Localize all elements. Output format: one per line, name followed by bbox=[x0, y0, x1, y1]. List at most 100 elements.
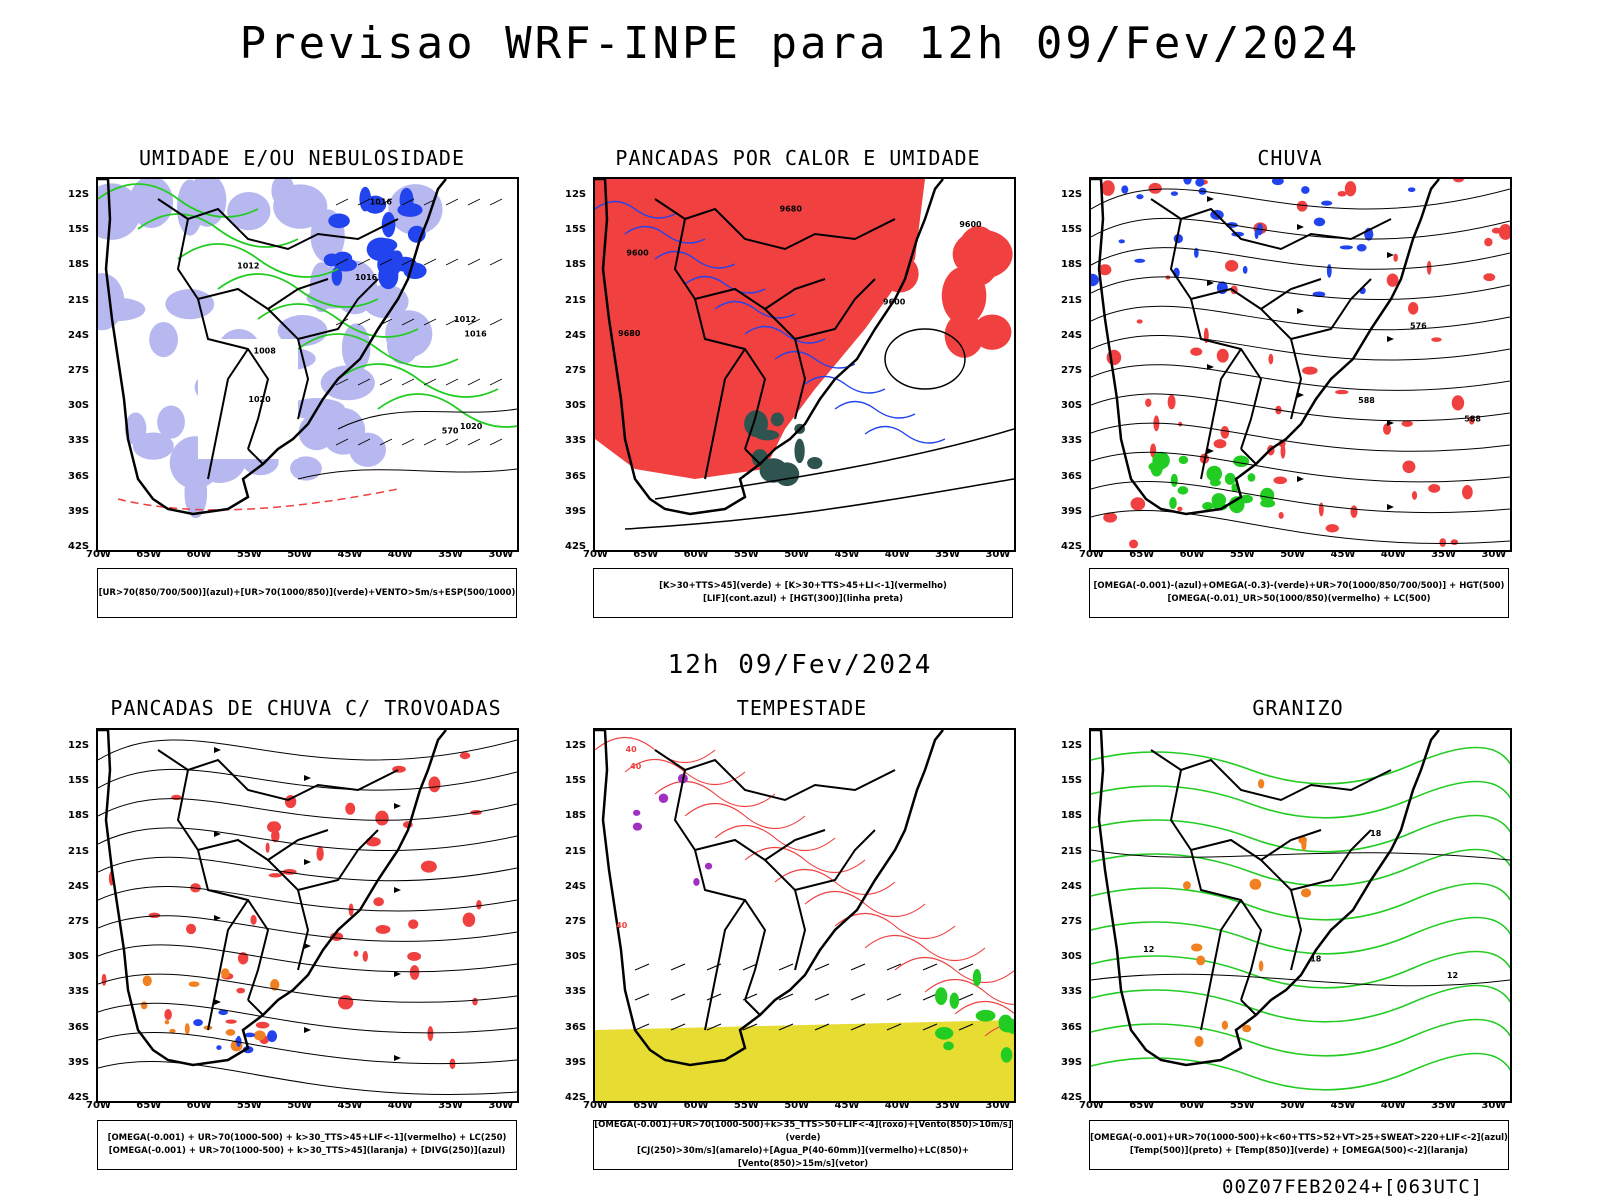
rain-area bbox=[1350, 505, 1358, 518]
wind-vector bbox=[489, 258, 503, 266]
thunderstorm-area bbox=[428, 776, 441, 793]
country-border bbox=[1290, 829, 1372, 891]
wind-vector bbox=[423, 378, 437, 386]
thunderstorm-area bbox=[225, 1019, 237, 1024]
panel-title-trovoadas: PANCADAS DE CHUVA C/ TROVOADAS bbox=[110, 696, 502, 720]
map-trovoadas[interactable] bbox=[96, 728, 519, 1103]
wind-vector bbox=[423, 438, 437, 446]
country-border bbox=[207, 899, 249, 1031]
wind-vector bbox=[778, 963, 794, 971]
contour-label: 588 bbox=[1464, 414, 1481, 423]
precipitable-water-contour bbox=[894, 957, 1014, 983]
contour-label: 588 bbox=[1358, 396, 1375, 405]
lat-tick-label: 21S bbox=[1061, 294, 1083, 306]
wind-vector bbox=[489, 378, 503, 386]
map-umidade[interactable]: 1012 1012 1016 1016 1008 1020 1020 1016 570 bbox=[96, 177, 519, 552]
streamline bbox=[98, 739, 517, 761]
lat-tick-label: 33S bbox=[68, 986, 90, 998]
map-granizo[interactable]: 18 18 12 12 bbox=[1089, 728, 1512, 1103]
precipitable-water-contour bbox=[744, 847, 866, 873]
map-chuva[interactable]: 588 588 576 bbox=[1089, 177, 1512, 552]
temperature-850-contour bbox=[1091, 984, 1510, 1023]
rain-area bbox=[1148, 182, 1162, 194]
lat-tick-label: 39S bbox=[1061, 505, 1083, 517]
streamline-arrow bbox=[1387, 252, 1394, 258]
rain-omega-area bbox=[1301, 186, 1310, 194]
streamline bbox=[98, 856, 517, 882]
wind-vector bbox=[634, 1023, 650, 1031]
wind-850-area bbox=[975, 1009, 996, 1022]
streamline-arrow bbox=[304, 1027, 311, 1033]
lat-tick-label: 42S bbox=[68, 541, 90, 552]
country-border bbox=[1240, 999, 1257, 1016]
wind-850-area bbox=[949, 992, 960, 1009]
lon-tick-label: 35W bbox=[935, 1100, 961, 1111]
streamline-arrow bbox=[394, 1055, 401, 1061]
rain-omega-area bbox=[1134, 258, 1146, 263]
thunderstorm-area bbox=[265, 842, 270, 853]
rain-area bbox=[1318, 502, 1324, 517]
shower-area bbox=[253, 1030, 266, 1041]
omega-500-area bbox=[1196, 955, 1206, 966]
severe-storm-area bbox=[658, 793, 669, 804]
wind-850-area bbox=[935, 987, 948, 1006]
country-border bbox=[267, 308, 310, 420]
pressure-isobar bbox=[297, 468, 517, 480]
lifted-index-contour bbox=[864, 425, 946, 444]
country-border bbox=[1190, 298, 1263, 450]
thunderstorm-area bbox=[348, 903, 354, 917]
legend-umidade: [UR>70(850/700/500)](azul)+[UR>70(1000/8… bbox=[97, 568, 517, 618]
country-border bbox=[247, 448, 264, 465]
rain-area bbox=[1103, 512, 1118, 523]
lat-tick-label: 42S bbox=[1061, 1092, 1083, 1103]
humidity-lower-contour bbox=[377, 393, 517, 428]
wind-vector bbox=[423, 258, 437, 266]
streamline bbox=[98, 885, 517, 912]
lat-tick-label: 27S bbox=[68, 365, 90, 376]
country-border bbox=[267, 859, 310, 971]
lon-tick-label: 50W bbox=[287, 549, 313, 560]
thunderstorm-area bbox=[266, 821, 282, 833]
rain-area bbox=[1220, 426, 1230, 439]
wind-vector bbox=[445, 438, 459, 446]
rain-omega-area bbox=[1170, 191, 1179, 196]
wind-vector bbox=[335, 198, 349, 206]
wind-vector bbox=[742, 963, 758, 971]
map-pancadas-calor[interactable]: 9680 9680 9600 9600 9600 bbox=[593, 177, 1016, 552]
thunderstorm-area bbox=[190, 883, 201, 893]
wind-850-area bbox=[972, 969, 982, 987]
rain-strong-area bbox=[1211, 493, 1227, 508]
temperature-850-contour bbox=[1091, 916, 1510, 955]
map-tempestade[interactable]: 40 40 40 bbox=[593, 728, 1016, 1103]
contour-label: 9600 bbox=[883, 297, 906, 306]
lon-tick-label: 70W bbox=[583, 1100, 608, 1111]
rain-strong-area bbox=[1209, 479, 1221, 487]
precipitable-water-contour bbox=[774, 869, 896, 895]
streamline-arrow bbox=[1207, 280, 1214, 286]
lon-tick-label: 35W bbox=[438, 549, 464, 560]
country-border bbox=[247, 999, 264, 1016]
wind-vector bbox=[467, 198, 481, 206]
wind-vector bbox=[670, 963, 686, 971]
temperature-850-contour bbox=[1091, 882, 1510, 921]
lon-tick-label: 30W bbox=[985, 1100, 1011, 1111]
lat-tick-label: 30S bbox=[565, 951, 587, 963]
rain-strong-area bbox=[1224, 472, 1236, 485]
divergence-area bbox=[216, 1045, 222, 1050]
lon-tick-label: 55W bbox=[236, 549, 262, 560]
lon-tick-label: 40W bbox=[1380, 1100, 1406, 1111]
rain-area bbox=[1393, 253, 1398, 262]
wind-vector bbox=[401, 198, 415, 206]
rain-strong-area bbox=[1228, 496, 1245, 514]
humidity-area-upper bbox=[184, 467, 208, 519]
legend-line: [OMEGA(-0.001)+UR>70(1000-500)+k>35_TTS>… bbox=[594, 1120, 1012, 1143]
pressure-isobar bbox=[337, 408, 517, 430]
rain-strong-area bbox=[1233, 455, 1250, 467]
thunderstorm-area bbox=[420, 860, 437, 873]
contour-label: 1016 bbox=[464, 330, 487, 339]
wind-vector bbox=[379, 438, 393, 446]
rain-area bbox=[1280, 444, 1286, 459]
streamline-arrow bbox=[1387, 504, 1394, 510]
omega-500-area bbox=[1194, 1035, 1204, 1047]
wind-vector bbox=[958, 963, 974, 971]
